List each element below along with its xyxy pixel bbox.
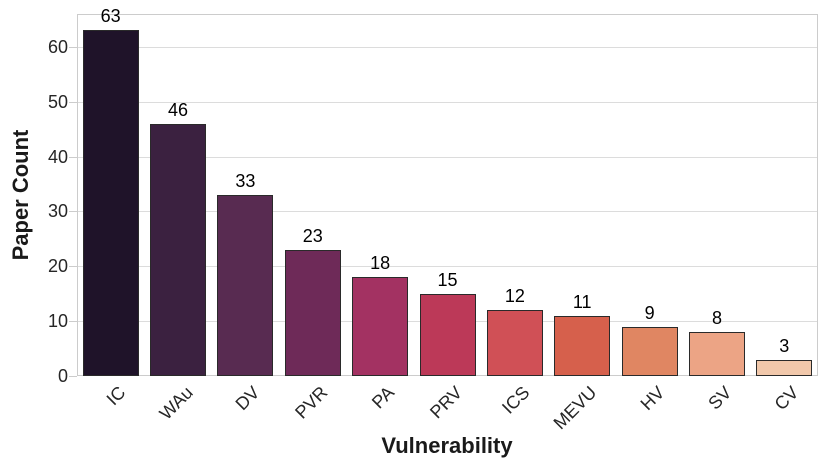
x-tick-label-text: CV <box>770 382 803 415</box>
y-tick-label-60: 60 <box>47 36 68 57</box>
x-tick-label-text: DV <box>232 382 264 415</box>
x-tick-label-text: IC <box>102 382 130 410</box>
bar-hv <box>621 326 678 376</box>
gridline-y-50 <box>77 101 818 103</box>
x-tick-label-text: PA <box>368 382 399 413</box>
x-tick-label-text: PVR <box>290 382 332 423</box>
x-tick-label-text: MEVU <box>549 382 601 434</box>
bar-wau <box>150 123 207 376</box>
bar-pvr <box>284 249 341 376</box>
gridline-y-60 <box>77 46 818 48</box>
y-tick-mark-30 <box>69 211 77 213</box>
bar-value-label-mevu: 11 <box>572 291 592 312</box>
x-tick-label-text: PRV <box>425 382 466 423</box>
y-tick-label-0: 0 <box>57 366 68 386</box>
bar-pa <box>352 277 409 376</box>
bar-value-label-dv: 33 <box>235 171 256 191</box>
y-tick-label-20: 20 <box>47 256 68 277</box>
bar-mevu <box>554 315 611 376</box>
y-tick-label-40: 40 <box>47 146 68 167</box>
x-tick-label-text: WAu <box>155 382 197 424</box>
bar-prv <box>419 293 476 376</box>
bar-value-label-pa: 18 <box>370 253 391 274</box>
y-tick-mark-60 <box>69 46 77 48</box>
bar-sv <box>688 332 745 376</box>
bar-ics <box>486 310 543 376</box>
y-axis-title: Paper Count <box>8 129 33 261</box>
bar-value-label-prv: 15 <box>437 269 458 290</box>
y-tick-mark-20 <box>69 266 77 268</box>
x-axis-title: Vulnerability <box>381 433 513 458</box>
bar-dv <box>217 195 274 376</box>
bar-value-label-cv: 3 <box>779 335 790 356</box>
y-tick-label-30: 30 <box>47 201 68 222</box>
bar-value-label-hv: 9 <box>644 302 655 323</box>
y-tick-mark-10 <box>69 321 77 323</box>
y-tick-label-50: 50 <box>47 91 68 112</box>
y-tick-mark-40 <box>69 156 77 158</box>
bar-value-label-ic: 63 <box>100 6 121 27</box>
bar-ic <box>82 30 139 376</box>
y-tick-mark-0 <box>69 376 77 377</box>
bar-value-label-ics: 12 <box>504 286 525 307</box>
bar-value-label-wau: 46 <box>168 99 189 120</box>
bar-cv <box>756 359 813 376</box>
y-tick-mark-50 <box>69 101 77 103</box>
bar-value-label-sv: 8 <box>711 308 722 329</box>
x-tick-label-text: ICS <box>497 382 534 418</box>
x-tick-label-text: HV <box>636 382 669 415</box>
y-tick-label-10: 10 <box>47 311 68 332</box>
bar-value-label-pvr: 23 <box>302 225 323 246</box>
x-tick-label-text: SV <box>704 382 736 414</box>
